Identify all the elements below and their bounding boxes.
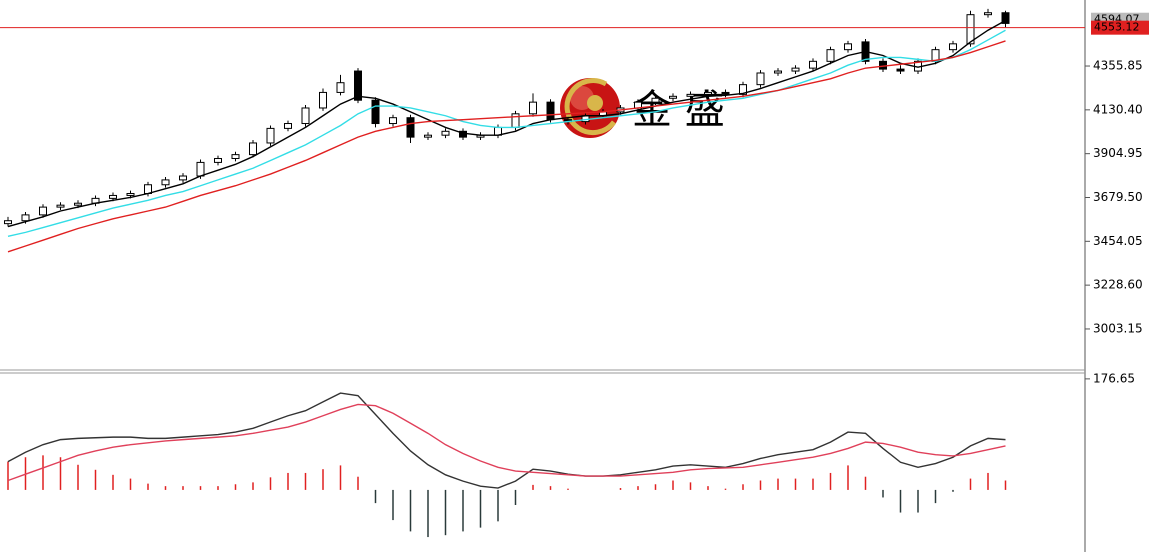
logo-ring [564, 78, 617, 136]
candle-body [704, 91, 712, 95]
y-tick-label: 3454.05 [1093, 234, 1143, 248]
indicator-line [7, 40, 1006, 253]
y-tick-label: 3003.15 [1093, 321, 1143, 335]
y-tick-label: 3679.50 [1093, 190, 1143, 204]
candle-body [74, 202, 82, 206]
candle-body [721, 91, 730, 95]
candle-body [651, 97, 660, 103]
candle-body [529, 101, 537, 115]
candle-body [266, 127, 275, 144]
candle-body [196, 161, 205, 177]
candle-body [424, 134, 432, 138]
candle-body [301, 107, 310, 125]
candle-body [669, 95, 677, 99]
candle-body [826, 49, 835, 62]
candle-body [214, 158, 222, 163]
candle-body [21, 214, 30, 222]
y-tick-label: 3904.95 [1093, 146, 1143, 160]
candle-body [739, 84, 747, 95]
candle-body [844, 43, 852, 51]
candle-body [284, 123, 292, 129]
candle-body [896, 68, 905, 72]
candle-body [371, 99, 380, 125]
indicator-line [7, 29, 1006, 237]
candle-body [756, 72, 765, 86]
indicator-line [7, 403, 1006, 482]
indicator-line [7, 392, 1006, 489]
candle-body [249, 142, 257, 156]
candle-body [161, 179, 170, 186]
y-tick-label: 4130.40 [1093, 102, 1143, 116]
logo-dot [587, 95, 603, 111]
candle-body [319, 91, 327, 109]
y-tick-label: 3228.60 [1093, 278, 1143, 292]
last-price-box [1091, 20, 1149, 35]
candle-body [389, 117, 397, 125]
candle-body [511, 113, 520, 128]
candle-body [809, 60, 817, 69]
candle-body [686, 93, 695, 97]
y-tick-label: 4355.85 [1093, 59, 1143, 73]
candle-body [39, 206, 47, 216]
candle-body [441, 130, 450, 136]
y-tick-label: 176.65 [1093, 371, 1135, 385]
candle-body [406, 117, 415, 138]
candle-body [984, 12, 992, 16]
candle-body [109, 194, 117, 199]
candle-body [546, 101, 555, 121]
candle-body [1001, 12, 1010, 24]
candle-body [774, 70, 782, 74]
last-price-label: 4553.12 [1094, 21, 1140, 34]
indicator-line [7, 19, 1006, 228]
candle-body [949, 43, 957, 51]
candle-body [966, 14, 975, 45]
candle-body [354, 70, 362, 101]
candle-body [4, 220, 12, 225]
candle-body [791, 67, 800, 72]
candle-body [231, 154, 240, 160]
candle-body [336, 82, 345, 93]
candle-body [56, 204, 65, 208]
candle-body [126, 193, 135, 196]
candle-body [179, 175, 187, 181]
